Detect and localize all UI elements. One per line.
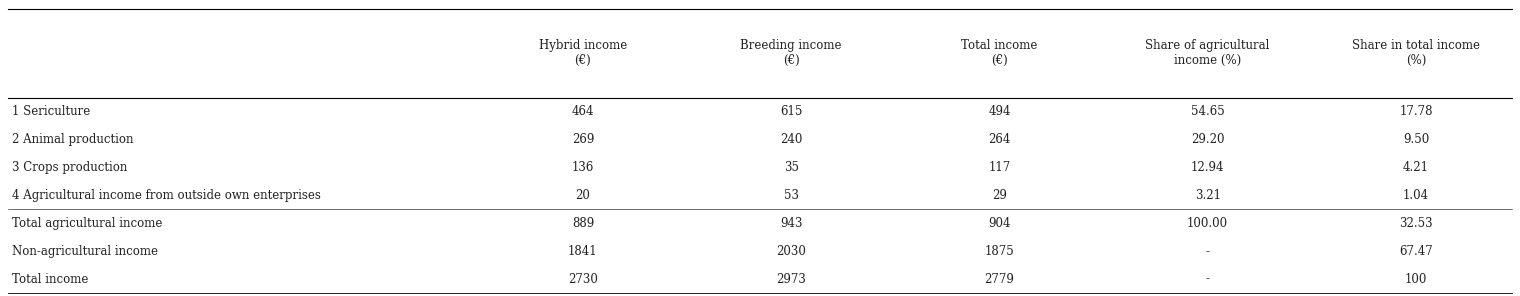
Text: 100.00: 100.00 bbox=[1187, 217, 1228, 230]
Text: 35: 35 bbox=[784, 161, 798, 174]
Text: 2973: 2973 bbox=[777, 273, 806, 286]
Text: Breeding income
(€): Breeding income (€) bbox=[740, 39, 842, 67]
Text: 29.20: 29.20 bbox=[1190, 133, 1225, 146]
Text: -: - bbox=[1205, 245, 1210, 258]
Text: Share in total income
(%): Share in total income (%) bbox=[1351, 39, 1480, 67]
Text: 615: 615 bbox=[780, 105, 803, 118]
Text: Total income: Total income bbox=[12, 273, 88, 286]
Text: 2730: 2730 bbox=[568, 273, 597, 286]
Text: 136: 136 bbox=[572, 161, 594, 174]
Text: 4.21: 4.21 bbox=[1403, 161, 1429, 174]
Text: 29: 29 bbox=[993, 189, 1006, 202]
Text: 943: 943 bbox=[780, 217, 803, 230]
Text: 20: 20 bbox=[576, 189, 590, 202]
Text: 1875: 1875 bbox=[985, 245, 1014, 258]
Text: 53: 53 bbox=[784, 189, 798, 202]
Text: 889: 889 bbox=[572, 217, 594, 230]
Text: 12.94: 12.94 bbox=[1190, 161, 1225, 174]
Text: 904: 904 bbox=[988, 217, 1011, 230]
Text: 2 Animal production: 2 Animal production bbox=[12, 133, 134, 146]
Text: Total agricultural income: Total agricultural income bbox=[12, 217, 163, 230]
Text: 269: 269 bbox=[572, 133, 594, 146]
Text: Total income
(€): Total income (€) bbox=[961, 39, 1038, 67]
Text: 4 Agricultural income from outside own enterprises: 4 Agricultural income from outside own e… bbox=[12, 189, 321, 202]
Text: 240: 240 bbox=[780, 133, 803, 146]
Text: Hybrid income
(€): Hybrid income (€) bbox=[538, 39, 628, 67]
Text: 464: 464 bbox=[572, 105, 594, 118]
Text: 3 Crops production: 3 Crops production bbox=[12, 161, 128, 174]
Text: 32.53: 32.53 bbox=[1398, 217, 1433, 230]
Text: 494: 494 bbox=[988, 105, 1011, 118]
Text: 2779: 2779 bbox=[985, 273, 1014, 286]
Text: 1.04: 1.04 bbox=[1403, 189, 1429, 202]
Text: 54.65: 54.65 bbox=[1190, 105, 1225, 118]
Text: 264: 264 bbox=[988, 133, 1011, 146]
Text: 3.21: 3.21 bbox=[1195, 189, 1221, 202]
Text: 17.78: 17.78 bbox=[1398, 105, 1433, 118]
Text: 117: 117 bbox=[988, 161, 1011, 174]
Text: 1 Sericulture: 1 Sericulture bbox=[12, 105, 90, 118]
Text: 67.47: 67.47 bbox=[1398, 245, 1433, 258]
Text: Share of agricultural
income (%): Share of agricultural income (%) bbox=[1146, 39, 1269, 67]
Text: -: - bbox=[1205, 273, 1210, 286]
Text: 9.50: 9.50 bbox=[1403, 133, 1429, 146]
Text: 2030: 2030 bbox=[777, 245, 806, 258]
Text: Non-agricultural income: Non-agricultural income bbox=[12, 245, 158, 258]
Text: 100: 100 bbox=[1404, 273, 1427, 286]
Text: 1841: 1841 bbox=[568, 245, 597, 258]
